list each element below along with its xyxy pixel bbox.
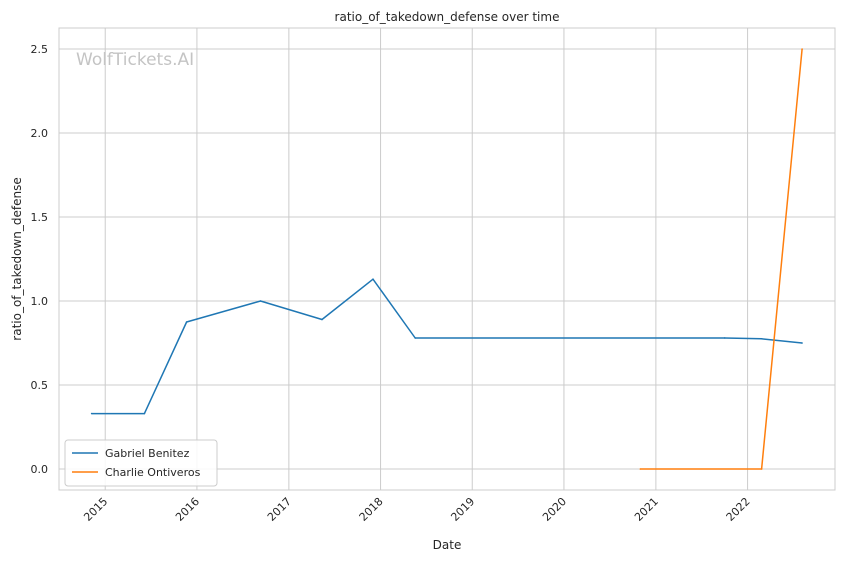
data-point-gabriel-benitez	[414, 337, 417, 339]
chart-title: ratio_of_takedown_defense over time	[335, 10, 560, 24]
data-point-gabriel-benitez	[321, 318, 323, 321]
series-lines	[90, 48, 803, 470]
x-tick-label: 2017	[265, 495, 294, 524]
y-tick-label: 1.5	[31, 211, 49, 224]
x-tick-label: 2019	[448, 495, 477, 524]
x-tick-label: 2020	[540, 495, 569, 524]
data-point-gabriel-benitez	[259, 300, 262, 302]
x-axis-title: Date	[433, 538, 462, 552]
watermark-text: WolfTickets.AI	[76, 50, 194, 70]
data-point-gabriel-benitez	[723, 337, 726, 339]
x-tick-label: 2018	[357, 495, 386, 524]
data-point-gabriel-benitez	[372, 278, 374, 280]
data-point-gabriel-benitez	[143, 412, 146, 415]
plot-area: WolfTickets.AI	[58, 27, 836, 491]
plot-frame	[58, 27, 836, 491]
y-axis-title: ratio_of_takedown_defense	[10, 177, 24, 340]
legend-label-gabriel-benitez: Gabriel Benitez	[105, 447, 190, 460]
series-line-gabriel-benitez	[91, 278, 803, 415]
y-tick-label: 0.5	[31, 379, 49, 392]
data-point-gabriel-benitez	[801, 342, 803, 344]
data-point-charlie-ontiveros	[760, 468, 763, 470]
x-tick-label: 2015	[81, 495, 110, 524]
legend: Gabriel Benitez Charlie Ontiveros	[64, 439, 218, 487]
y-axis-ticks: 0.0 0.5 1.0 1.5 2.0 2.5	[31, 43, 49, 476]
data-point-charlie-ontiveros	[639, 468, 642, 470]
y-tick-label: 2.0	[31, 127, 49, 140]
data-point-charlie-ontiveros	[801, 48, 803, 50]
legend-box	[64, 439, 218, 487]
x-tick-label: 2021	[632, 495, 661, 524]
legend-label-charlie-ontiveros: Charlie Ontiveros	[105, 466, 201, 479]
grid-lines	[59, 28, 835, 490]
data-point-gabriel-benitez	[760, 338, 763, 340]
y-tick-label: 1.0	[31, 295, 49, 308]
data-point-gabriel-benitez	[185, 321, 188, 323]
x-tick-label: 2016	[173, 495, 202, 524]
x-axis-ticks: 2015 2016 2017 2018 2019 2020 2021 2022	[81, 495, 752, 524]
data-point-gabriel-benitez	[90, 412, 93, 415]
y-tick-label: 2.5	[31, 43, 49, 56]
x-tick-label: 2022	[724, 495, 753, 524]
y-tick-label: 0.0	[31, 463, 49, 476]
